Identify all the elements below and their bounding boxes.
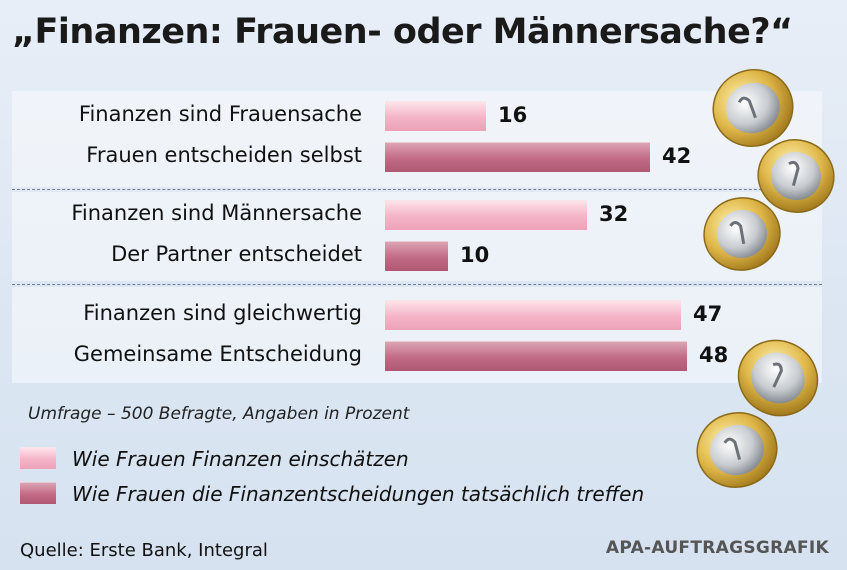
data-label: 48 bbox=[699, 343, 729, 367]
euro-coin-icon bbox=[737, 339, 819, 417]
euro-coin-icon bbox=[712, 69, 794, 147]
legend-swatch-decision bbox=[20, 482, 56, 504]
group-divider bbox=[12, 284, 822, 285]
data-label: 47 bbox=[693, 302, 723, 326]
chart-title: „Finanzen: Frauen- oder Männersache?“ bbox=[12, 12, 793, 52]
category-label: Finanzen sind Männersache bbox=[71, 201, 362, 225]
category-label: Gemeinsame Entscheidung bbox=[73, 342, 362, 366]
category-label: Finanzen sind Frauensache bbox=[78, 102, 362, 126]
credit-text: APA-AUFTRAGSGRAFIK bbox=[605, 538, 829, 558]
euro-coin-icon bbox=[757, 139, 835, 213]
bar bbox=[385, 142, 650, 172]
legend-label-perception: Wie Frauen Finanzen einschätzen bbox=[72, 447, 409, 471]
category-label: Finanzen sind gleichwertig bbox=[83, 301, 362, 325]
euro-coin-icon bbox=[703, 197, 781, 271]
legend-swatch-perception bbox=[20, 447, 56, 469]
bar bbox=[385, 101, 486, 131]
category-label: Der Partner entscheidet bbox=[111, 242, 362, 266]
euro-coin-icon bbox=[696, 412, 778, 488]
bar bbox=[385, 341, 687, 371]
bar bbox=[385, 300, 681, 330]
bar bbox=[385, 200, 587, 230]
bar bbox=[385, 241, 448, 271]
survey-note: Umfrage – 500 Befragte, Angaben in Proze… bbox=[28, 404, 410, 424]
data-label: 16 bbox=[498, 103, 528, 127]
legend-label-decision: Wie Frauen die Finanzentscheidungen tats… bbox=[72, 482, 645, 506]
data-label: 32 bbox=[599, 202, 629, 226]
category-label: Frauen entscheiden selbst bbox=[86, 143, 362, 167]
source-text: Quelle: Erste Bank, Integral bbox=[20, 540, 268, 561]
data-label: 10 bbox=[460, 243, 490, 267]
group-divider bbox=[12, 189, 822, 190]
data-label: 42 bbox=[662, 144, 692, 168]
